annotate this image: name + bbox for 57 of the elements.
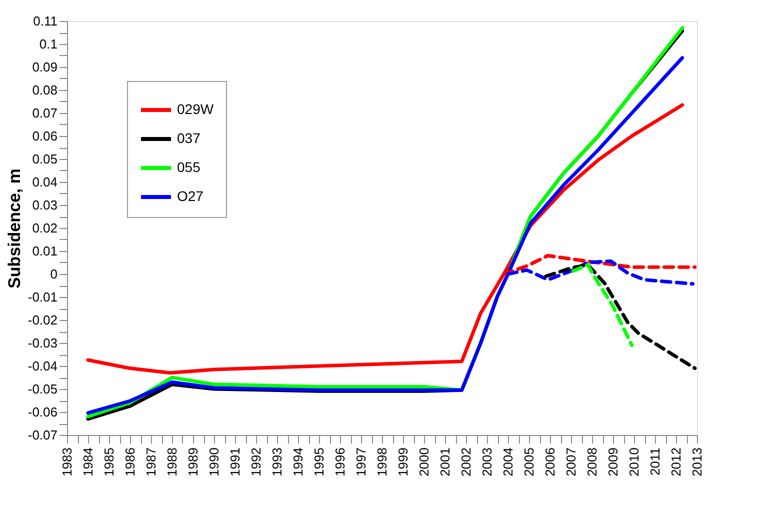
line-series [544, 263, 697, 370]
y-tick-label: 0.1 [39, 36, 58, 52]
y-axis-title: Subsidence, m [4, 168, 24, 288]
x-tick-label: 2009 [606, 448, 620, 476]
y-tick-label: 0.04 [32, 174, 58, 190]
x-tick-label: 1985 [102, 448, 116, 476]
legend-label: O27 [177, 188, 204, 204]
x-tick-label: 2008 [584, 448, 600, 476]
x-tick-label: 1989 [186, 448, 200, 476]
x-tick-label: 2003 [480, 448, 494, 476]
x-tick-label: 1991 [228, 448, 242, 476]
x-tick-label: 2002 [458, 448, 474, 476]
legend-label: 055 [177, 159, 201, 175]
x-tick-label: 2005 [522, 448, 536, 476]
x-tick-label: 2010 [626, 448, 642, 476]
x-tick-label: 1993 [270, 448, 284, 476]
y-tick-label: 0 [50, 266, 58, 282]
x-tick-label: 1984 [80, 448, 96, 476]
x-tick-label: 2004 [500, 448, 516, 476]
y-tick-label: -0.03 [28, 336, 58, 350]
line-series [571, 263, 634, 348]
y-tick-label: 0.02 [32, 220, 58, 236]
x-tick-label: 2012 [668, 448, 684, 476]
x-tick-label: 1983 [60, 448, 74, 476]
x-tick-label: 2006 [542, 448, 558, 476]
x-tick-label: 1988 [164, 448, 180, 476]
x-tick-label: 1996 [332, 448, 348, 476]
y-tick-label: -0.04 [28, 358, 58, 374]
x-tick-label: 1992 [248, 448, 264, 476]
x-tick-label: 1995 [312, 448, 326, 476]
y-tick-label: 0.05 [32, 152, 58, 166]
y-tick-label: 0.03 [32, 198, 58, 212]
legend-label: 029W [177, 101, 214, 117]
y-tick-label: -0.07 [28, 428, 58, 442]
legend-label: 037 [177, 130, 201, 146]
x-tick-label: 1994 [290, 448, 306, 476]
y-tick-label: -0.05 [28, 382, 58, 396]
x-tick-label: 2013 [690, 448, 704, 476]
y-tick-label: 0.06 [32, 128, 58, 144]
x-tick-label: 1990 [206, 448, 222, 476]
x-tick-label: 2001 [438, 448, 452, 476]
x-tick-label: 1999 [396, 448, 410, 476]
x-tick-label: 1998 [374, 448, 390, 476]
x-tick-label: 1987 [144, 448, 158, 476]
y-tick-label: -0.02 [28, 312, 58, 328]
y-tick-label: 0.09 [32, 60, 58, 74]
y-tick-label: 0.08 [32, 82, 58, 98]
y-tick-label: -0.06 [28, 404, 58, 420]
x-tick-label: 2011 [648, 448, 662, 476]
y-tick-label: 0.11 [33, 14, 58, 28]
x-tick-label: 1997 [354, 448, 368, 476]
y-tick-label: -0.01 [28, 290, 58, 304]
x-tick-label: 2007 [564, 448, 578, 476]
x-tick-label: 1986 [122, 448, 138, 476]
y-tick-label: 0.01 [32, 244, 58, 258]
x-tick-label: 2000 [416, 448, 432, 476]
y-tick-label: 0.07 [32, 106, 58, 120]
